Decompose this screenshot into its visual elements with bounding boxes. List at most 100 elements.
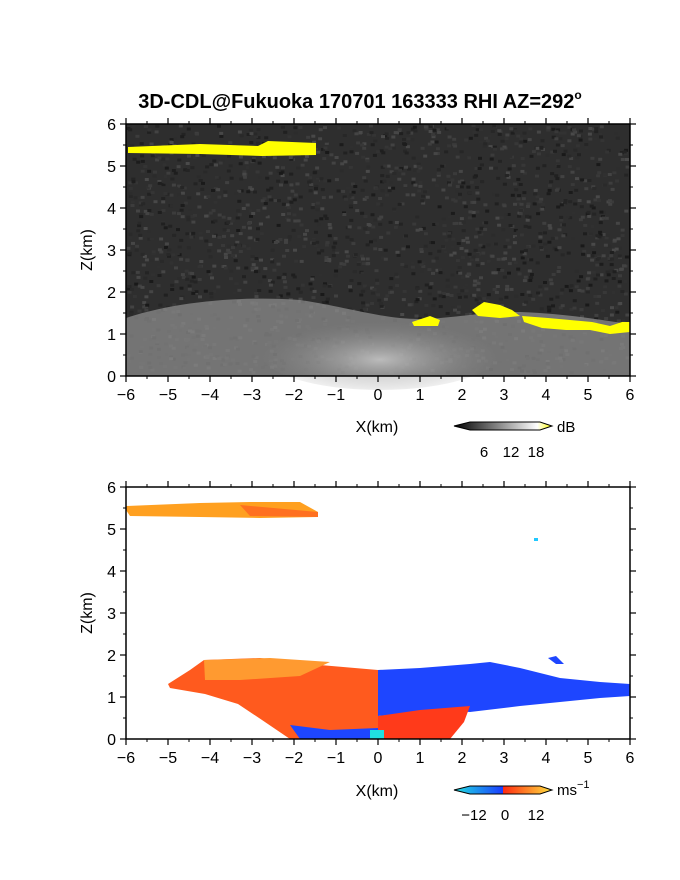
x-tick-label: −3 [243,750,261,767]
noise-pixel [575,144,580,148]
noise-pixel [460,256,465,260]
noise-pixel [610,189,615,193]
noise-pixel [287,196,292,200]
noise-pixel [151,250,156,254]
noise-pixel [143,165,148,168]
noise-pixel [308,189,313,193]
noise-pixel [545,254,550,258]
noise-pixel [560,175,565,179]
noise-pixel [353,201,358,204]
noise-pixel [377,217,382,221]
noise-pixel [235,240,240,244]
noise-pixel [254,257,259,260]
noise-pixel [228,277,233,281]
noise-pixel [282,254,286,258]
noise-pixel [254,135,259,139]
noise-pixel [584,187,589,191]
noise-pixel [499,216,504,220]
noise-pixel [171,169,176,172]
noise-pixel [395,250,400,254]
noise-pixel [617,280,622,284]
noise-pixel [370,213,375,217]
noise-pixel [210,276,214,280]
noise-pixel [610,257,614,261]
noise-pixel [458,169,463,173]
noise-pixel [431,271,435,275]
noise-pixel [282,218,287,222]
noise-pixel [440,271,445,275]
noise-pixel [518,144,523,148]
noise-pixel [197,265,202,269]
noise-pixel [142,254,147,258]
noise-pixel [591,206,596,210]
noise-pixel [551,273,556,276]
noise-pixel [374,187,379,191]
noise-pixel [393,225,398,229]
noise-pixel [578,138,583,142]
noise-pixel [389,277,394,281]
noise-pixel [322,157,327,161]
noise-pixel [366,165,371,169]
noise-pixel [141,263,146,267]
noise-pixel [156,284,161,288]
noise-pixel [622,150,627,154]
noise-pixel [140,154,145,158]
noise-pixel [383,257,388,261]
noise-pixel [465,313,470,316]
noise-pixel [128,187,133,190]
x-tick-label: 1 [416,387,425,404]
noise-pixel [206,195,211,198]
noise-pixel [624,173,629,177]
noise-pixel [325,151,330,154]
noise-pixel [567,286,572,290]
noise-pixel [465,236,470,240]
x-tick-label: 5 [584,750,593,767]
noise-pixel [511,164,516,168]
noise-pixel [143,276,148,280]
noise-pixel [161,270,166,274]
noise-pixel [145,303,150,307]
noise-pixel [472,130,477,134]
noise-pixel [193,213,197,217]
noise-pixel [324,141,329,145]
noise-pixel [378,248,383,251]
noise-pixel [464,283,469,287]
noise-pixel [250,268,255,272]
noise-pixel [217,235,222,239]
noise-pixel [358,131,363,134]
noise-pixel [462,285,467,289]
noise-pixel [149,280,154,283]
noise-pixel [170,177,175,181]
noise-pixel [522,191,527,195]
noise-pixel [539,307,544,311]
noise-pixel [501,228,506,232]
noise-pixel [579,205,584,209]
noise-pixel [538,235,543,239]
noise-pixel [606,273,611,277]
noise-pixel [250,266,255,270]
noise-pixel [490,254,495,258]
noise-pixel [143,209,148,213]
noise-pixel [209,295,214,299]
noise-pixel [323,146,328,150]
noise-pixel [197,278,202,281]
noise-pixel [546,192,551,196]
noise-pixel [478,292,483,296]
noise-pixel [561,228,566,231]
noise-pixel [254,266,259,270]
noise-pixel [365,157,370,161]
noise-pixel [378,302,383,306]
noise-pixel [416,169,421,173]
noise-pixel [583,223,588,227]
noise-pixel [435,152,440,155]
noise-pixel [212,159,217,163]
noise-pixel [285,203,290,207]
noise-pixel [615,136,620,140]
noise-pixel [514,188,519,192]
noise-pixel [241,225,246,229]
noise-pixel [321,148,325,151]
noise-pixel [447,183,452,187]
approaching-velocity-region [378,662,630,716]
noise-pixel [251,263,256,267]
noise-pixel [383,164,388,168]
